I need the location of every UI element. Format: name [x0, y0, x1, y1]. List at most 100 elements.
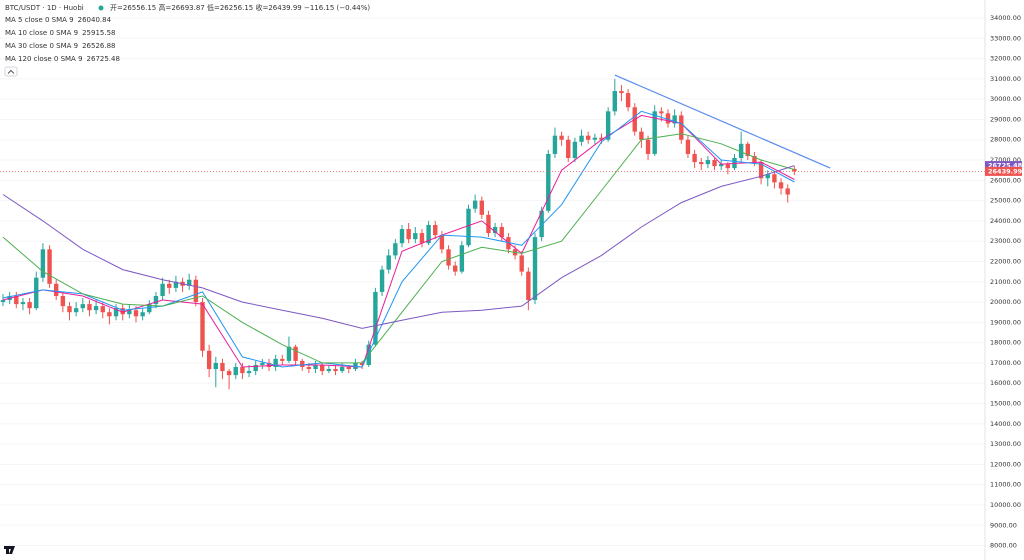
- ma-line: [2, 114, 795, 368]
- candle-body: [439, 235, 445, 250]
- symbol: BTC/USDT · 1D · Huobi: [5, 4, 84, 12]
- candle-body: [226, 371, 232, 376]
- candle-body: [386, 255, 391, 270]
- ma-value: 26526.88: [82, 42, 115, 50]
- candle-body: [20, 302, 26, 305]
- y-tick-label: 8000.00: [990, 542, 1017, 550]
- y-tick-label: 9000.00: [990, 521, 1017, 529]
- ma-name: MA 120 close 0 SMA 9: [5, 55, 83, 63]
- candle-body: [273, 358, 278, 367]
- y-tick-label: 32000.00: [990, 55, 1021, 63]
- candle-body: [752, 155, 757, 163]
- candle-body: [539, 210, 544, 238]
- y-tick-label: 22000.00: [990, 257, 1021, 265]
- candle-body: [413, 233, 418, 240]
- candle-body: [54, 283, 59, 296]
- candle-body: [552, 135, 558, 154]
- candle-body: [206, 350, 212, 370]
- ma-line: [2, 165, 795, 329]
- candle-body: [14, 295, 19, 305]
- candle-body: [765, 174, 770, 179]
- candle-body: [479, 200, 484, 215]
- candle-body: [692, 153, 697, 163]
- candle-body: [566, 139, 571, 159]
- y-tick-label: 12000.00: [990, 460, 1021, 468]
- candle-body: [346, 366, 351, 370]
- candle-body: [758, 162, 764, 179]
- candle-body: [659, 111, 664, 114]
- candle-body: [619, 91, 624, 94]
- candle-body: [73, 308, 79, 313]
- candle-body: [333, 369, 338, 372]
- y-tick-label: 17000.00: [990, 359, 1021, 367]
- candle-body: [120, 308, 125, 315]
- plot: [0, 74, 985, 390]
- candle-body: [286, 346, 292, 361]
- y-tick-label: 10000.00: [990, 501, 1021, 509]
- logo: [4, 546, 15, 554]
- candle-body: [499, 226, 504, 238]
- ma-line: [2, 133, 795, 364]
- candle-body: [80, 304, 85, 309]
- candle-body: [127, 310, 132, 315]
- candle-body: [0, 300, 6, 303]
- ma-name: MA 30 close 0 SMA 9: [5, 42, 78, 50]
- candle-body: [173, 281, 179, 288]
- candle-body: [399, 229, 405, 244]
- candle-body: [665, 113, 671, 124]
- candle-body: [359, 362, 365, 365]
- price-tag-label: 26439.99: [988, 167, 1023, 175]
- candle-body: [592, 137, 598, 140]
- ohlc-header: 开=26556.15 高=26693.87 低=26256.15 收=26439…: [110, 3, 370, 12]
- candle-body: [167, 283, 172, 288]
- candle-body: [266, 362, 272, 367]
- candle-body: [153, 295, 159, 305]
- candle-body: [107, 312, 112, 317]
- candle-body: [652, 111, 657, 154]
- y-tick-label: 27000.00: [990, 156, 1021, 164]
- candle-body: [772, 174, 777, 183]
- candle-body: [426, 224, 431, 244]
- candle-body: [612, 91, 617, 112]
- candle-body: [472, 200, 478, 209]
- candle-body: [532, 237, 538, 301]
- candle-body: [685, 139, 691, 154]
- y-tick-label: 33000.00: [990, 34, 1021, 42]
- candle-body: [406, 229, 411, 240]
- y-tick-label: 16000.00: [990, 379, 1021, 387]
- candle-body: [40, 249, 46, 278]
- candle-body: [339, 366, 345, 372]
- price-tag: [985, 166, 1022, 176]
- candle-body: [306, 366, 312, 370]
- candle-body: [34, 277, 39, 309]
- collapse-button[interactable]: [4, 66, 18, 77]
- candle-body: [792, 169, 797, 172]
- candle-body: [246, 371, 252, 374]
- ma-value: 25915.58: [82, 29, 115, 37]
- candle-body: [240, 366, 245, 374]
- candle-body: [200, 302, 205, 351]
- candle-body: [672, 115, 677, 124]
- candle-body: [60, 295, 66, 307]
- candle-body: [293, 346, 298, 361]
- candle-body: [559, 135, 564, 140]
- ma-line: [2, 110, 795, 368]
- candle-body: [725, 164, 731, 169]
- candle-body: [625, 93, 631, 108]
- candle-body: [87, 304, 92, 311]
- candle-body: [300, 360, 305, 367]
- candle-body: [393, 243, 398, 256]
- candle-body: [47, 249, 52, 284]
- candle-body: [506, 237, 511, 250]
- candle-body: [486, 214, 491, 234]
- candle-body: [738, 143, 744, 159]
- y-tick-label: 19000.00: [990, 318, 1021, 326]
- y-tick-label: 18000.00: [990, 339, 1021, 347]
- candle-body: [326, 369, 332, 372]
- candle-body: [546, 153, 551, 211]
- ma-value: 26725.48: [87, 55, 120, 63]
- candle-body: [526, 271, 531, 301]
- ma-name: MA 5 close 0 SMA 9: [5, 16, 74, 24]
- y-tick-label: 28000.00: [990, 136, 1021, 144]
